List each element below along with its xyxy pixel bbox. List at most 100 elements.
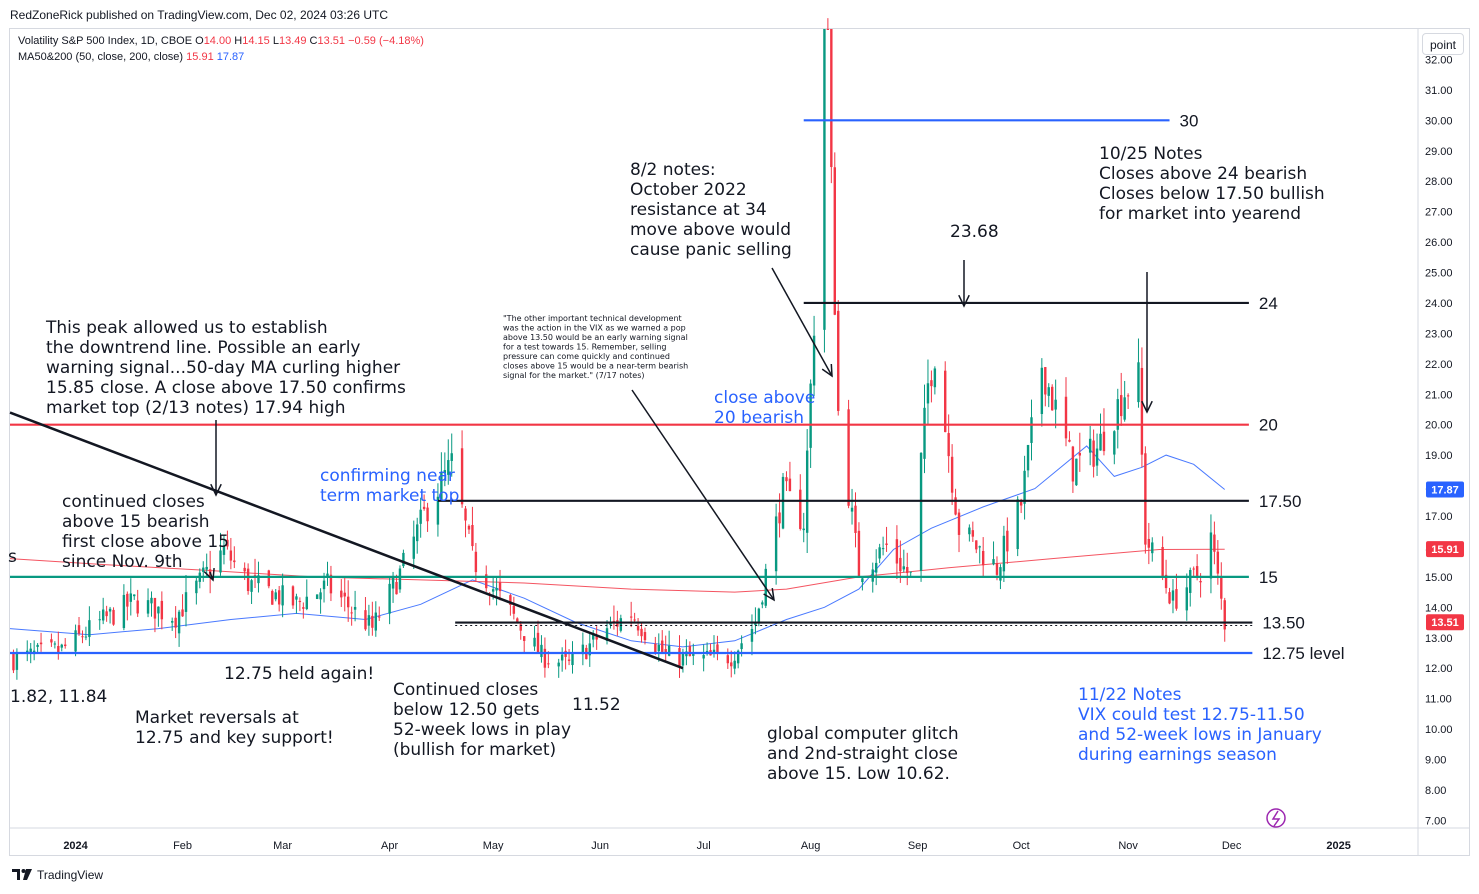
candle-body — [902, 566, 906, 570]
y-tick-label: 21.00 — [1425, 389, 1453, 401]
candle-body — [84, 636, 88, 638]
annotation-line: close above — [714, 388, 815, 408]
candle-body — [364, 610, 367, 630]
candle-body — [512, 605, 516, 614]
annotation-line: s — [8, 547, 17, 567]
candle-body — [1099, 433, 1102, 451]
held-note: 12.75 held again! — [224, 664, 374, 684]
x-tick-label: Jun — [591, 840, 609, 852]
oct25-note: 10/25 Notes Closes above 24 bearish Closes… — [1099, 144, 1325, 224]
candle-body — [692, 652, 695, 656]
candle-body — [536, 632, 540, 654]
candle-body — [999, 567, 1002, 581]
candle-body — [150, 597, 153, 604]
tradingview-logo-icon — [12, 869, 32, 880]
candle-body — [322, 580, 326, 590]
annotation-line: cause panic selling — [630, 240, 792, 260]
candle-body — [274, 592, 277, 600]
candle-body — [177, 611, 181, 634]
candle-body — [170, 621, 174, 623]
candle-body — [98, 619, 101, 621]
candle-body — [153, 597, 157, 619]
scale-mode-button[interactable]: point — [1422, 33, 1464, 55]
candle-body — [799, 489, 802, 529]
y-tick-label: 26.00 — [1425, 237, 1453, 249]
candle-body — [1050, 386, 1054, 411]
candle-body — [419, 509, 422, 524]
candle-body — [661, 640, 664, 652]
level-label: 24 — [1259, 294, 1278, 313]
level-label: 15 — [1259, 568, 1278, 587]
candle-body — [881, 548, 885, 550]
candle-body — [975, 540, 978, 550]
y-tick-label: 11.00 — [1425, 694, 1452, 706]
candle-body — [643, 632, 647, 641]
candle-body — [319, 592, 322, 600]
candle-body — [174, 617, 177, 628]
symbol-name[interactable]: Volatility S&P 500 Index, 1D, CBOE — [18, 35, 193, 47]
arrow-closes15-head — [203, 567, 215, 582]
candle-body — [295, 596, 298, 600]
candle-body — [315, 594, 319, 599]
annotation-line: move above would — [630, 220, 791, 240]
annotation-line: This peak allowed us to establish — [45, 318, 328, 338]
y-tick-label: 32.00 — [1425, 54, 1453, 66]
candle-body — [664, 649, 667, 654]
x-tick-label: Aug — [801, 840, 821, 852]
candle-body — [874, 562, 878, 573]
candle-body — [971, 530, 975, 537]
candle-body — [1044, 367, 1047, 395]
y-tick-label: 12.00 — [1425, 663, 1453, 675]
candle-body — [823, 29, 826, 330]
annotation-line: for market into yearend — [1099, 204, 1301, 224]
candle-body — [933, 368, 937, 388]
candle-body — [329, 574, 333, 594]
level-label: 30 — [1180, 111, 1199, 130]
candle-body — [1223, 600, 1226, 630]
candle-body — [560, 654, 564, 661]
footer: TradingView — [12, 868, 103, 882]
candle-body — [730, 662, 733, 667]
candle-body — [533, 637, 536, 647]
annotation-line: continued closes — [62, 492, 205, 512]
arrow-quote — [631, 389, 775, 601]
candle-body — [1168, 592, 1171, 604]
candle-body — [1016, 499, 1019, 550]
candle-body — [226, 539, 229, 547]
candle-body — [595, 634, 598, 640]
annotation-line: for a test towards 15. Remember, selling — [503, 343, 666, 352]
candle-body — [757, 608, 761, 622]
annotation-line: 12.75 and key support! — [135, 728, 334, 748]
x-tick-label: Feb — [173, 840, 192, 852]
candle-body — [74, 630, 77, 652]
candle-body — [812, 335, 816, 386]
close-value: 13.51 — [317, 35, 346, 47]
candle-body — [605, 628, 609, 641]
y-tick-label: 22.00 — [1425, 359, 1453, 371]
y-tick-label: 13.00 — [1425, 633, 1453, 645]
candle-body — [878, 547, 881, 559]
y-tick-label: 30.00 — [1425, 115, 1453, 127]
annotation-line: and 52-week lows in January — [1078, 725, 1322, 745]
annotation-line: 11.52 — [572, 695, 621, 715]
candle-body — [1171, 590, 1175, 601]
x-tick-label: Sep — [908, 840, 928, 852]
candle-body — [802, 528, 805, 531]
annotation-line: term market top — [320, 486, 459, 506]
s-note: s — [8, 547, 17, 567]
annotation-line: warning signal...50-day MA curling highe… — [46, 358, 400, 378]
candle-body — [567, 659, 571, 661]
candle-body — [681, 652, 685, 666]
candle-body — [688, 645, 692, 657]
candle-body — [581, 644, 585, 655]
annotation-line: 8/2 notes: — [630, 160, 716, 180]
annotation-line: (bullish for market) — [393, 740, 556, 760]
candle-body — [1078, 452, 1082, 456]
y-tick-label: 24.00 — [1425, 298, 1453, 310]
candle-body — [809, 383, 812, 448]
annotation-line: and 2nd-straight close — [767, 744, 958, 764]
closes15-note: continued closes above 15 bearish first cl… — [62, 492, 229, 572]
candle-body — [516, 618, 519, 623]
ma-indicator-name[interactable]: MA50&200 (50, close, 200, close) — [18, 51, 184, 63]
